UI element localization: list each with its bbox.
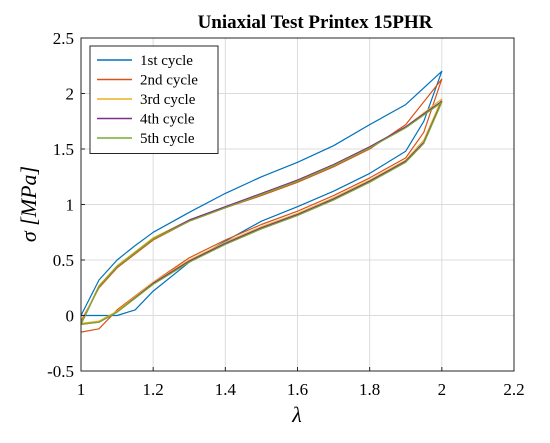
y-tick-label: 0 [66, 307, 75, 326]
legend-label: 2nd cycle [140, 73, 198, 89]
x-axis-label: λ [291, 402, 302, 427]
y-tick-label: 1 [66, 196, 75, 215]
x-tick-label: 1 [77, 380, 86, 399]
chart-title: Uniaxial Test Printex 15PHR [198, 12, 433, 33]
y-tick-label: -0.5 [47, 362, 74, 381]
tick-labels: 1 1.2 1.4 1.6 1.8 2 2.2 -0.5 0 0.5 1 1.5 2 2.5 [47, 29, 525, 399]
legend-label: 3rd cycle [140, 92, 196, 108]
legend-label: 1st cycle [140, 53, 193, 69]
legend-label: 4th cycle [140, 112, 195, 128]
x-tick-label: 1.2 [143, 380, 164, 399]
y-tick-label: 1.5 [53, 140, 74, 159]
y-tick-label: 2.5 [53, 29, 74, 48]
legend-label: 5th cycle [140, 131, 195, 147]
x-tick-label: 2.2 [503, 380, 524, 399]
x-tick-label: 1.6 [287, 380, 308, 399]
x-tick-label: 2 [438, 380, 447, 399]
y-tick-label: 2 [66, 85, 75, 104]
legend: 1st cycle 2nd cycle 3rd cycle 4th cycle 5th … [89, 45, 219, 154]
series-line-5 [80, 101, 443, 325]
y-tick-label: 0.5 [53, 251, 74, 270]
y-axis-label: σ [MPa] [16, 166, 41, 242]
x-tick-label: 1.4 [215, 380, 237, 399]
x-tick-label: 1.8 [359, 380, 380, 399]
series-layer [80, 70, 443, 333]
